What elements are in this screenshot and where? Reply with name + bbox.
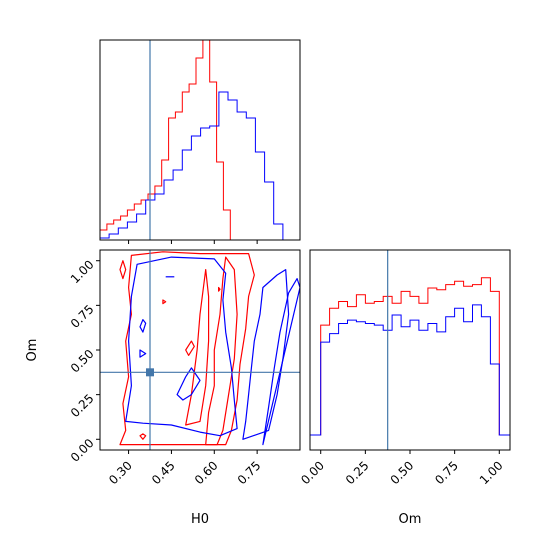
x-tick-label: 0.60	[192, 458, 221, 487]
contour-1-1	[242, 269, 290, 440]
x-tick-label: 0.75	[432, 458, 461, 487]
contour-0-0	[119, 251, 255, 446]
y-tick-label: 1.00	[68, 257, 97, 286]
x-tick-label: 0.00	[298, 458, 327, 487]
contour-0-5	[185, 340, 195, 356]
x-tick-label: 0.75	[235, 458, 264, 487]
om-marginal-panel: 0.00 0.25 0.50 0.75 1.00 Om	[298, 249, 511, 527]
contour-0-1	[205, 256, 238, 446]
x-tick-label: 0.45	[149, 458, 178, 487]
histogram-series-1	[99, 91, 284, 240]
contour-0-3	[119, 260, 127, 280]
joint-contours	[119, 251, 300, 446]
x-axis-label: H0	[191, 512, 209, 527]
x-tick-label: 0.25	[343, 458, 372, 487]
y-tick-label: 0.75	[68, 302, 97, 331]
panel-frame	[309, 249, 511, 451]
contour-0-4	[139, 433, 147, 440]
y-tick-label: 0.50	[68, 347, 97, 376]
y-axis-label: Om	[25, 339, 40, 362]
x-axis-label: Om	[399, 512, 422, 527]
contour-1-2	[262, 278, 300, 446]
y-tick-label: 0.00	[68, 436, 97, 465]
y-tick-label: 0.25	[68, 391, 97, 420]
h0-om-joint-panel: 0.30 0.45 0.60 0.75 0.00 0.25 0.50 0.75 1.00 H0 Om	[25, 249, 301, 527]
contour-0-2	[185, 269, 210, 426]
contour-1-4	[139, 319, 147, 333]
panel-frame	[99, 39, 301, 241]
contour-0-7	[162, 299, 167, 305]
x-tick-label: 0.50	[388, 458, 417, 487]
contour-0-6	[218, 286, 221, 292]
contour-1-5	[139, 349, 147, 358]
om-histogram-series-0	[310, 277, 510, 436]
contour-1-0	[125, 256, 238, 437]
x-tick-label: 0.30	[106, 458, 135, 487]
h0-marginal-panel	[99, 39, 301, 244]
om-histogram-series-1	[310, 304, 510, 436]
histogram-series-0	[99, 39, 238, 241]
truth-point-marker	[146, 368, 154, 377]
x-tick-label: 1.00	[477, 458, 506, 487]
contour-1-3	[176, 367, 201, 401]
